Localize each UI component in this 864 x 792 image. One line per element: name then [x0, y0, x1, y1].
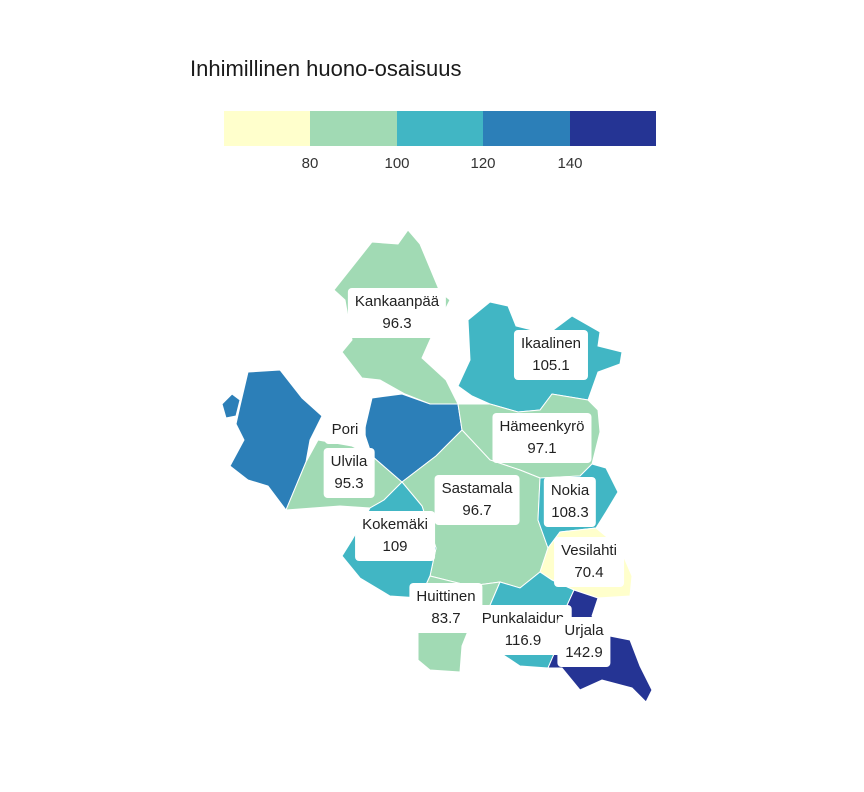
label-name: Huittinen	[416, 588, 476, 605]
color-legend	[224, 111, 657, 146]
region-pori-island[interactable]	[221, 393, 241, 419]
label-name: Sastamala	[441, 480, 513, 497]
label-sastamala[interactable]: Sastamala 96.7	[434, 475, 520, 525]
label-value: 95.3	[334, 475, 364, 492]
legend-tick: 80	[301, 155, 319, 172]
label-name: Punkalaidun	[481, 610, 565, 627]
label-name: Nokia	[550, 482, 590, 499]
label-pori[interactable]: Pori	[324, 416, 366, 444]
label-ikaalinen[interactable]: Ikaalinen 105.1	[513, 330, 589, 380]
legend-tick: 140	[557, 155, 583, 172]
legend-swatch	[396, 111, 484, 146]
label-vesilahti[interactable]: Vesilahti 70.4	[554, 537, 624, 587]
label-kokemaki[interactable]: Kokemäki 109	[355, 511, 435, 561]
label-name: Kankaanpää	[354, 293, 440, 310]
label-punkalaidun[interactable]: Punkalaidun 116.9	[474, 605, 572, 655]
label-name: Urjala	[564, 622, 604, 639]
label-name: Ulvila	[330, 453, 368, 470]
label-name: Kokemäki	[362, 516, 428, 533]
label-value: 142.9	[565, 644, 603, 661]
label-huittinen[interactable]: Huittinen 83.7	[409, 583, 483, 633]
label-urjala[interactable]: Urjala 142.9	[557, 617, 611, 667]
legend-swatch	[483, 111, 570, 146]
label-value: 83.7	[431, 610, 461, 627]
label-nokia[interactable]: Nokia 108.3	[543, 477, 597, 527]
map-title: Inhimillinen huono-osaisuus	[190, 56, 462, 81]
label-value: 116.9	[504, 632, 542, 649]
label-value: 96.3	[382, 315, 412, 332]
label-name: Ikaalinen	[520, 335, 582, 352]
label-name: Hämeenkyrö	[499, 418, 585, 435]
label-value: 109	[382, 538, 408, 555]
label-name: Vesilahti	[561, 542, 617, 559]
legend-tick: 120	[470, 155, 496, 172]
legend-swatch	[310, 111, 397, 146]
label-hameenkyro[interactable]: Hämeenkyrö 97.1	[492, 413, 592, 463]
region-pori[interactable]	[229, 369, 323, 511]
label-value: 108.3	[551, 504, 589, 521]
legend-swatch	[224, 111, 311, 146]
label-value: 105.1	[532, 357, 570, 374]
label-ulvila[interactable]: Ulvila 95.3	[323, 448, 375, 498]
legend-swatch	[569, 111, 657, 146]
label-kankaanpaa[interactable]: Kankaanpää 96.3	[347, 288, 447, 338]
label-value: 96.7	[462, 502, 492, 519]
legend-tick: 100	[384, 155, 410, 172]
label-value: 70.4	[574, 564, 604, 581]
label-value: 97.1	[527, 440, 557, 457]
label-name: Pori	[331, 421, 359, 438]
